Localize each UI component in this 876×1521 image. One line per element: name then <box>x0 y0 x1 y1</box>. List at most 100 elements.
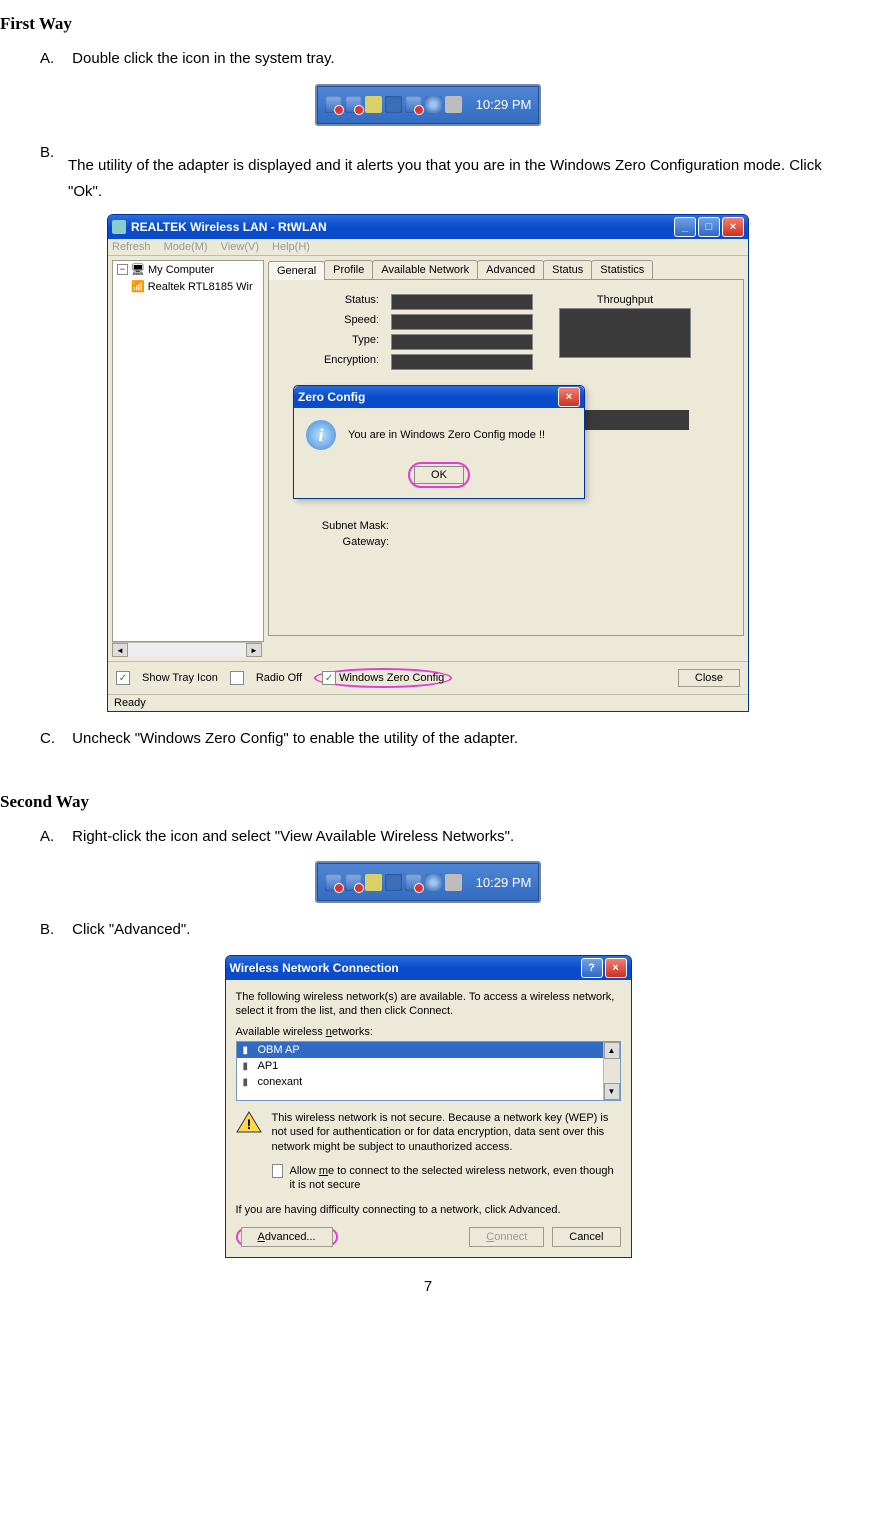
tray-screenshot-1: 10:29 PM <box>315 84 542 126</box>
info-icon: i <box>306 420 336 450</box>
step-letter: B. <box>40 917 68 943</box>
warning-text: This wireless network is not secure. Bec… <box>272 1111 621 1154</box>
realtek-window: REALTEK Wireless LAN - RtWLAN _ □ × Refr… <box>107 214 749 712</box>
ok-button[interactable]: OK <box>414 466 464 484</box>
label-gateway: Gateway: <box>279 536 389 548</box>
heading-second-way: Second Way <box>0 792 856 812</box>
tab-profile[interactable]: Profile <box>324 260 373 279</box>
dialog-close-button[interactable]: × <box>558 387 580 407</box>
list-item[interactable]: ▮conexant <box>237 1074 620 1090</box>
scroll-left-button[interactable]: ◄ <box>112 643 128 657</box>
status-bar: Ready <box>108 694 748 711</box>
wnc-close-button[interactable]: × <box>605 958 627 978</box>
menu-view[interactable]: View(V) <box>221 241 259 253</box>
label-throughput: Throughput <box>559 294 691 306</box>
maximize-button[interactable]: □ <box>698 217 720 237</box>
advanced-hint: If you are having difficulty connecting … <box>236 1203 621 1217</box>
step-letter: C. <box>40 726 68 752</box>
signal-icon: ▮ <box>243 1061 252 1072</box>
wnc-list-label: Available wireless networks: <box>236 1026 621 1038</box>
wnc-title: Wireless Network Connection <box>230 961 581 975</box>
label-type: Type: <box>279 334 379 350</box>
network2-icon[interactable] <box>405 96 422 113</box>
scroll-down-button[interactable]: ▼ <box>604 1083 620 1100</box>
step-c1: C. Uncheck "Windows Zero Config" to enab… <box>40 726 856 752</box>
value-speed <box>391 314 533 330</box>
tab-available[interactable]: Available Network <box>372 260 478 279</box>
wifi-icon[interactable] <box>345 874 362 891</box>
wzc-highlight: ✓Windows Zero Config <box>314 668 452 688</box>
step-a2: A. Right-click the icon and select "View… <box>40 824 856 850</box>
warning-icon: ! <box>236 1111 262 1133</box>
globe-icon[interactable] <box>425 96 442 113</box>
tab-advanced[interactable]: Advanced <box>477 260 544 279</box>
svg-text:!: ! <box>246 1116 251 1132</box>
tab-general[interactable]: General <box>268 261 325 280</box>
menu-bar: Refresh Mode(M) View(V) Help(H) <box>108 239 748 255</box>
dialog-message: You are in Windows Zero Config mode !! <box>348 429 545 441</box>
tree-pane[interactable]: −🖥 My Computer 📶 Realtek RTL8185 Wir <box>112 260 264 642</box>
grey-icon[interactable] <box>445 96 462 113</box>
page-number: 7 <box>0 1278 856 1295</box>
list-item[interactable]: ▮OBM AP <box>237 1042 620 1058</box>
step-text: Double click the icon in the system tray… <box>72 50 334 67</box>
heading-first-way: First Way <box>0 14 856 34</box>
list-item[interactable]: ▮AP1 <box>237 1058 620 1074</box>
step-text: Click "Advanced". <box>72 921 190 938</box>
close-app-button[interactable]: Close <box>678 669 740 687</box>
step-letter: B. <box>40 140 68 166</box>
allow-checkbox[interactable] <box>272 1164 284 1178</box>
network-icon[interactable] <box>325 96 342 113</box>
label-subnet: Subnet Mask: <box>279 520 389 532</box>
tree-child[interactable]: Realtek RTL8185 Wir <box>148 281 253 293</box>
minimize-button[interactable]: _ <box>674 217 696 237</box>
step-b2: B. Click "Advanced". <box>40 917 856 943</box>
network2-icon[interactable] <box>405 874 422 891</box>
volume-icon[interactable] <box>365 874 382 891</box>
step-letter: A. <box>40 824 68 850</box>
tray-screenshot-2: 10:29 PM <box>315 861 542 903</box>
wifi-icon[interactable] <box>345 96 362 113</box>
menu-mode[interactable]: Mode(M) <box>164 241 208 253</box>
ok-highlight: OK <box>408 462 470 488</box>
dialog-title: Zero Config <box>298 390 558 404</box>
label-status: Status: <box>279 294 379 310</box>
tab-status[interactable]: Status <box>543 260 592 279</box>
grey-icon[interactable] <box>445 874 462 891</box>
tab-stats[interactable]: Statistics <box>591 260 653 279</box>
scroll-right-button[interactable]: ► <box>246 643 262 657</box>
value-status <box>391 294 533 310</box>
step-letter: A. <box>40 46 68 72</box>
show-tray-checkbox[interactable]: ✓ <box>116 671 130 685</box>
scroll-track[interactable] <box>128 643 246 657</box>
wireless-connection-dialog: Wireless Network Connection ? × The foll… <box>225 955 632 1258</box>
zero-config-dialog: Zero Config × i You are in Windows Zero … <box>293 385 585 499</box>
menu-refresh[interactable]: Refresh <box>112 241 151 253</box>
network-icon[interactable] <box>325 874 342 891</box>
advanced-highlight: Advanced... <box>236 1228 338 1246</box>
step-text: Right-click the icon and select "View Av… <box>72 828 514 845</box>
monitor-icon[interactable] <box>385 96 402 113</box>
wnc-intro: The following wireless network(s) are av… <box>236 990 621 1019</box>
wzc-checkbox[interactable]: ✓ <box>322 671 336 685</box>
close-button[interactable]: × <box>722 217 744 237</box>
help-button[interactable]: ? <box>581 958 603 978</box>
advanced-button[interactable]: Advanced... <box>241 1227 333 1247</box>
step-text: Uncheck "Windows Zero Config" to enable … <box>72 730 518 747</box>
cancel-button[interactable]: Cancel <box>552 1227 620 1247</box>
globe-icon[interactable] <box>425 874 442 891</box>
monitor-icon[interactable] <box>385 874 402 891</box>
label-speed: Speed: <box>279 314 379 330</box>
menu-help[interactable]: Help(H) <box>272 241 310 253</box>
connect-button[interactable]: Connect <box>469 1227 544 1247</box>
window-title: REALTEK Wireless LAN - RtWLAN <box>131 220 674 234</box>
value-type <box>391 334 533 350</box>
network-list[interactable]: ▮OBM AP ▮AP1 ▮conexant ▲ ▼ <box>236 1041 621 1101</box>
volume-icon[interactable] <box>365 96 382 113</box>
tree-root[interactable]: My Computer <box>148 264 214 276</box>
app-icon <box>112 220 126 234</box>
throughput-graph <box>559 308 691 358</box>
tray-time: 10:29 PM <box>476 97 532 112</box>
radio-off-checkbox[interactable] <box>230 671 244 685</box>
scroll-up-button[interactable]: ▲ <box>604 1042 620 1059</box>
